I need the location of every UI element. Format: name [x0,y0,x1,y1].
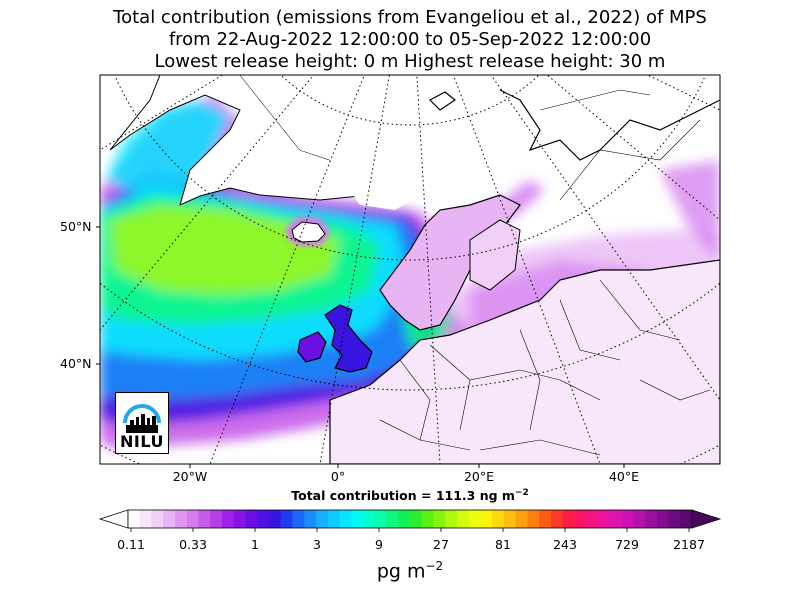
colorbar-swatch [480,510,493,528]
colorbar-tick-label: 1 [251,537,259,552]
colorbar-swatch [515,510,528,528]
lon-label-20w: 20°W [172,469,208,484]
colorbar-tick-label: 9 [375,537,383,552]
colorbar-swatch [468,510,481,528]
lat-label-50n: 50°N [60,219,92,234]
map-area [100,75,720,464]
map-frame [99,74,721,465]
colorbar-swatch [198,510,211,528]
colorbar-tick-label: 2187 [673,537,705,552]
colorbar-swatch [316,510,329,528]
colorbar-tick-label: 0.33 [179,537,207,552]
title-line-3: Lowest release height: 0 m Highest relea… [154,51,666,72]
colorbar-swatch [656,510,669,528]
colorbar-swatch [128,510,141,528]
ireland [297,331,327,363]
colorbar-swatch [327,510,340,528]
colorbar-swatch [445,510,458,528]
lon-label-40e: 40°E [608,469,640,484]
colorbar-tick-label: 0.11 [117,537,145,552]
lon-label-0: 0° [330,469,346,484]
colorbar-swatch [269,510,282,528]
plume-east [660,160,720,260]
colorbar-tick-label: 243 [553,537,577,552]
colorbar-swatch [668,510,681,528]
colorbar-swatch [680,510,693,528]
colorbar-swatch [222,510,235,528]
colorbar-swatch [527,510,540,528]
colorbar-swatch [339,510,352,528]
colorbar-swatch [292,510,305,528]
colorbar-swatch [598,510,611,528]
colorbar-swatch [210,510,223,528]
colorbar-swatch [363,510,376,528]
country-borders [379,89,711,456]
colorbar-swatch [574,510,587,528]
colorbar-swatch [304,510,317,528]
colorbar-swatch [280,510,293,528]
colorbar-extend-min [98,509,129,529]
colorbar-swatch [163,510,176,528]
axis-ticks [96,226,625,468]
colorbar-swatch [386,510,399,528]
svalbard-coast [429,91,457,111]
colorbar-swatch [621,510,634,528]
colorbar-swatch [645,510,658,528]
title-line-1: Total contribution (emissions from Evang… [113,7,707,28]
colorbar-swatch [421,510,434,528]
colorbar-swatch [351,510,364,528]
colorbar-swatch [492,510,505,528]
title-line-2: from 22-Aug-2022 12:00:00 to 05-Sep-2022… [168,29,652,50]
nilu-logo: NILU [115,392,169,454]
colorbar-swatch [233,510,246,528]
total-contribution-label: Total contribution = 111.3 ng m−2 [291,488,529,504]
colorbar-swatch [551,510,564,528]
colorbar-swatch [410,510,423,528]
colorbar-swatch [457,510,470,528]
colorbar [98,509,722,532]
colorbar-tick-label: 3 [313,537,321,552]
colorbar-swatch [175,510,188,528]
nilu-logo-graphic [123,404,161,433]
nilu-logo-text: NILU [120,432,164,451]
colorbar-swatch [257,510,270,528]
plume-yellowgreen [110,205,340,295]
colorbar-tick-label: 27 [433,537,449,552]
lat-label-40n: 40°N [60,356,92,371]
colorbar-swatch [151,510,164,528]
colorbar-swatch [586,510,599,528]
great-britain [324,304,373,373]
iceland [286,216,330,246]
lon-label-20e: 20°E [463,469,495,484]
colorbar-swatch [398,510,411,528]
colorbar-tick-label: 81 [495,537,511,552]
colorbar-swatch [433,510,446,528]
colorbar-swatch [186,510,199,528]
colorbar-swatch [504,510,517,528]
finland [469,219,521,291]
colorbar-extend-max [691,509,722,529]
colorbar-swatch [539,510,552,528]
colorbar-swatch [139,510,152,528]
colorbar-tick-label: 729 [615,537,639,552]
colorbar-frame [127,509,693,529]
colorbar-swatch [245,510,258,528]
colorbar-swatch [374,510,387,528]
colorbar-unit-label: pg m−2 [376,559,444,583]
arctic-coastline [499,89,720,161]
graticule [100,75,720,464]
colorbar-swatch [609,510,622,528]
colorbar-swatch [562,510,575,528]
colorbar-swatch [633,510,646,528]
europe-mainland [329,259,720,464]
arctic-ice [240,75,700,210]
